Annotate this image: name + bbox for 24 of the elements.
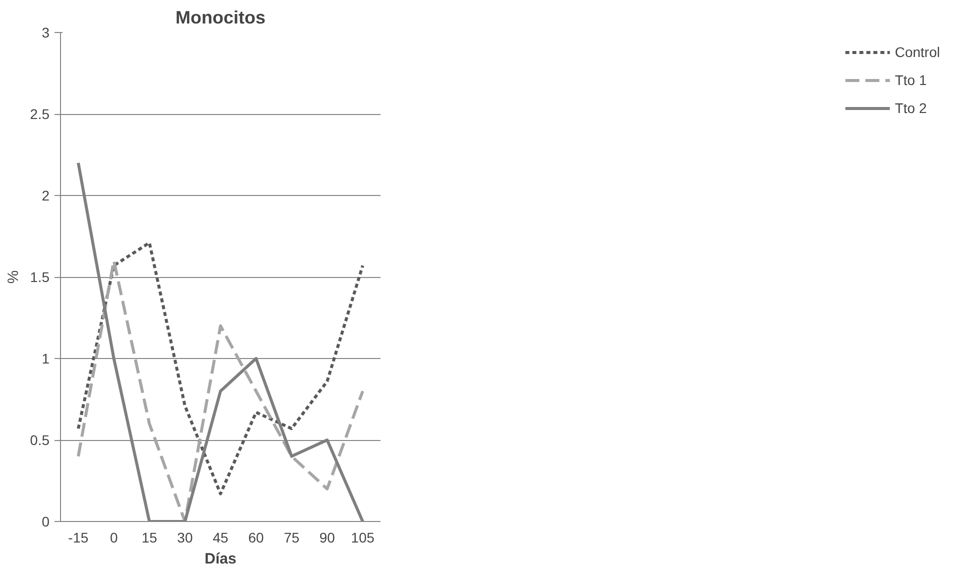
x-tick-label: 15 [142,530,158,546]
y-tick-label: 0 [42,514,50,530]
legend-label: Control [894,44,940,60]
line-series [76,259,364,522]
x-tick-label: 90 [319,530,336,546]
line-series [76,241,364,496]
x-tick-label: 105 [351,530,375,546]
y-axis-title: % [5,270,22,284]
y-tick-label: 1.5 [30,269,50,285]
y-tick-label: 2 [42,188,50,204]
y-tick-label: 2.5 [30,106,50,122]
x-tick-label: 75 [284,530,300,546]
x-axis-title: Días [204,550,236,568]
y-tick-label: 1 [42,350,50,366]
x-tick-label: 60 [248,530,264,546]
x-tick-label: 0 [110,530,118,546]
x-tick-label: 30 [177,530,193,546]
chart-title: Monocitos [176,8,266,28]
y-tick-label: 0.5 [30,432,50,448]
legend-label: Tto 2 [894,100,927,116]
x-tick-label: 45 [212,530,228,546]
y-tick-label: 3 [42,24,50,40]
legend-label: Tto 1 [894,72,927,88]
x-tick-label: -15 [68,530,89,546]
